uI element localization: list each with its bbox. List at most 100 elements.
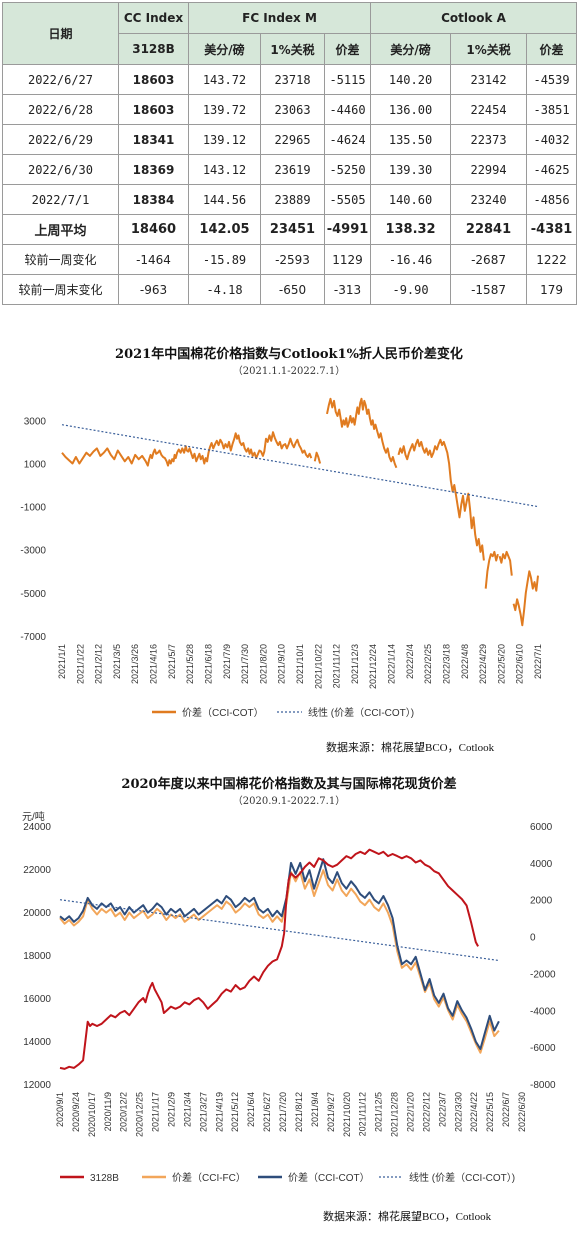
cell-label: 较前一周末变化 bbox=[2, 274, 119, 305]
cell-label: 较前一周变化 bbox=[2, 244, 119, 275]
cell-fc-cents: -15.89 bbox=[188, 244, 261, 275]
cell-fc-diff: -5505 bbox=[323, 184, 372, 215]
chart1-x-tick-label: 2021/3/26 bbox=[130, 644, 140, 684]
chart2-x-tick-label: 2022/5/15 bbox=[485, 1092, 495, 1132]
cell-cc: 18384 bbox=[118, 184, 189, 215]
cell-a-cents: 139.30 bbox=[370, 154, 452, 185]
chart1-x-tick-label: 2021/6/18 bbox=[203, 644, 213, 684]
cell-a-tariff: 22454 bbox=[450, 94, 528, 125]
cell-a-tariff: 22841 bbox=[450, 214, 528, 245]
chart2-x-tick-label: 2021/5/12 bbox=[230, 1092, 240, 1132]
cell-a-cents: -9.90 bbox=[370, 274, 452, 305]
cell-a-cents: 136.00 bbox=[370, 94, 452, 125]
header-cc-index: CC Index bbox=[118, 2, 189, 34]
chart2-y-left-tick-label: 24000 bbox=[23, 822, 51, 833]
chart1-x-tick-label: 2021/5/7 bbox=[167, 644, 177, 679]
cell-fc-tariff: -2593 bbox=[260, 244, 325, 275]
cell-date: 2022/6/29 bbox=[2, 124, 119, 155]
table-header-row-1: 日期 CC Index FC Index M Cotlook A bbox=[2, 2, 578, 65]
table-row-weekend-change: 较前一周末变化 -963 -4.18 -650 -313 -9.90 -1587… bbox=[2, 274, 578, 305]
cell-fc-tariff: 23619 bbox=[260, 154, 325, 185]
chart2-y-right-tick-label: 6000 bbox=[530, 822, 553, 833]
cell-fc-diff: -4624 bbox=[323, 124, 372, 155]
chart2-series-line-3128b bbox=[59, 848, 479, 1070]
cell-cc: -963 bbox=[118, 274, 189, 305]
chart2-x-tick-label: 2020/9/24 bbox=[71, 1092, 81, 1132]
cell-fc-diff: 1129 bbox=[323, 244, 372, 275]
chart1-x-tick-label: 2021/1/22 bbox=[75, 644, 85, 684]
cell-a-tariff: 23142 bbox=[450, 64, 528, 95]
cell-a-cents: 138.32 bbox=[370, 214, 452, 245]
chart1-x-tick-label: 2021/3/5 bbox=[112, 644, 122, 679]
cell-fc-cents: 139.12 bbox=[188, 124, 261, 155]
cell-fc-tariff: 23718 bbox=[260, 64, 325, 95]
cell-date: 2022/6/30 bbox=[2, 154, 119, 185]
cell-a-diff: -4625 bbox=[526, 154, 578, 185]
cell-a-cents: 135.50 bbox=[370, 124, 452, 155]
chart1-x-tick-label: 2021/8/20 bbox=[258, 644, 268, 684]
chart2-x-tick-label: 2020/11/9 bbox=[103, 1092, 113, 1131]
price-table: 日期 CC Index FC Index M Cotlook A 3128B 美… bbox=[2, 2, 578, 305]
chart1-x-tick-label: 2022/7/1 bbox=[533, 644, 543, 679]
cell-a-tariff: 22373 bbox=[450, 124, 528, 155]
chart1-y-tick-label: -1000 bbox=[20, 503, 46, 514]
chart1-x-tick-label: 2022/2/4 bbox=[405, 644, 415, 679]
chart1-source: 数据来源：棉花展望BCO，Cotlook bbox=[326, 742, 495, 754]
cell-fc-cents: -4.18 bbox=[188, 274, 261, 305]
chart2-x-tick-label: 2022/4/22 bbox=[469, 1092, 479, 1132]
cell-a-cents: -16.46 bbox=[370, 244, 452, 275]
chart1-x-tick-label: 2021/2/12 bbox=[94, 644, 104, 684]
chart2-legend-cci-fc-label: 价差（CCI-FC） bbox=[172, 1171, 246, 1184]
chart1-series-line bbox=[512, 570, 539, 627]
chart1-x-tick-label: 2021/12/24 bbox=[368, 644, 378, 689]
chart1-series-line bbox=[484, 550, 499, 589]
table-row: 2022/6/28 18603 139.72 23063 -4460 136.0… bbox=[2, 94, 578, 125]
chart2-x-tick-label: 2020/12/2 bbox=[119, 1092, 129, 1132]
cell-fc-cents: 144.56 bbox=[188, 184, 261, 215]
chart2-series-line-cci-fc bbox=[59, 869, 500, 1054]
chart2-x-tick-label: 2020/12/25 bbox=[135, 1092, 145, 1137]
chart2-x-tick-label: 2021/10/20 bbox=[342, 1092, 352, 1137]
cell-fc-cents: 139.72 bbox=[188, 94, 261, 125]
chart1-x-tick-label: 2021/5/28 bbox=[185, 644, 195, 684]
chart1-x-tick-label: 2022/5/20 bbox=[496, 644, 506, 684]
chart2-x-tick-label: 2022/3/30 bbox=[453, 1092, 463, 1132]
cell-date: 2022/7/1 bbox=[2, 184, 119, 215]
cell-a-tariff: -1587 bbox=[450, 274, 528, 305]
chart1-series-line bbox=[397, 438, 485, 561]
cell-fc-cents: 143.12 bbox=[188, 154, 261, 185]
header-date: 日期 bbox=[2, 2, 119, 65]
chart2-x-tick-label: 2021/11/12 bbox=[358, 1092, 368, 1136]
chart2-y-unit: 元/吨 bbox=[22, 810, 45, 823]
chart1-legend-label-series: 价差（CCI-COT） bbox=[182, 706, 264, 719]
chart2-legend-trend-label: 线性 (价差（CCI-COT）) bbox=[409, 1171, 515, 1184]
chart1-x-tick-label: 2021/7/9 bbox=[222, 644, 232, 679]
chart1-x-tick-label: 2021/9/10 bbox=[277, 644, 287, 684]
chart2-subtitle: （2020.9.1-2022.7.1） bbox=[232, 796, 346, 807]
table-row: 2022/6/27 18603 143.72 23718 -5115 140.2… bbox=[2, 64, 578, 95]
cell-fc-tariff: 22965 bbox=[260, 124, 325, 155]
chart1-series-line bbox=[498, 550, 513, 576]
chart2-y-right-tick-label: -6000 bbox=[530, 1043, 556, 1054]
chart2-y-left-tick-label: 18000 bbox=[23, 951, 51, 962]
chart1-x-tick-label: 2022/4/8 bbox=[460, 644, 470, 679]
header-a-diff: 价差 bbox=[526, 33, 578, 65]
chart2-y-left-tick-label: 22000 bbox=[23, 865, 51, 876]
chart1-x-tick-label: 2022/3/18 bbox=[441, 644, 451, 684]
header-3128b: 3128B bbox=[118, 33, 189, 65]
chart2-trend-line bbox=[59, 899, 499, 962]
chart2-y-left-tick-label: 16000 bbox=[23, 994, 51, 1005]
chart1-title: 2021年中国棉花价格指数与Cotlook1%折人民币价差变化 bbox=[115, 347, 463, 362]
chart2-y-right-tick-label: 4000 bbox=[530, 859, 553, 870]
chart1-series-line bbox=[61, 431, 313, 467]
chart2-x-tick-label: 2021/4/19 bbox=[214, 1092, 224, 1132]
chart2-x-tick-label: 2022/6/7 bbox=[501, 1092, 511, 1127]
header-cotlook-a: Cotlook A bbox=[370, 2, 578, 34]
cell-a-tariff: 22994 bbox=[450, 154, 528, 185]
cell-fc-cents: 143.72 bbox=[188, 64, 261, 95]
header-fc-cents: 美分/磅 bbox=[188, 33, 261, 65]
header-fc-index-m: FC Index M bbox=[187, 2, 372, 34]
chart2-x-tick-label: 2020/10/17 bbox=[87, 1092, 97, 1137]
cell-cc: 18603 bbox=[118, 64, 189, 95]
chart2-y-right-tick-label: -2000 bbox=[530, 969, 556, 980]
